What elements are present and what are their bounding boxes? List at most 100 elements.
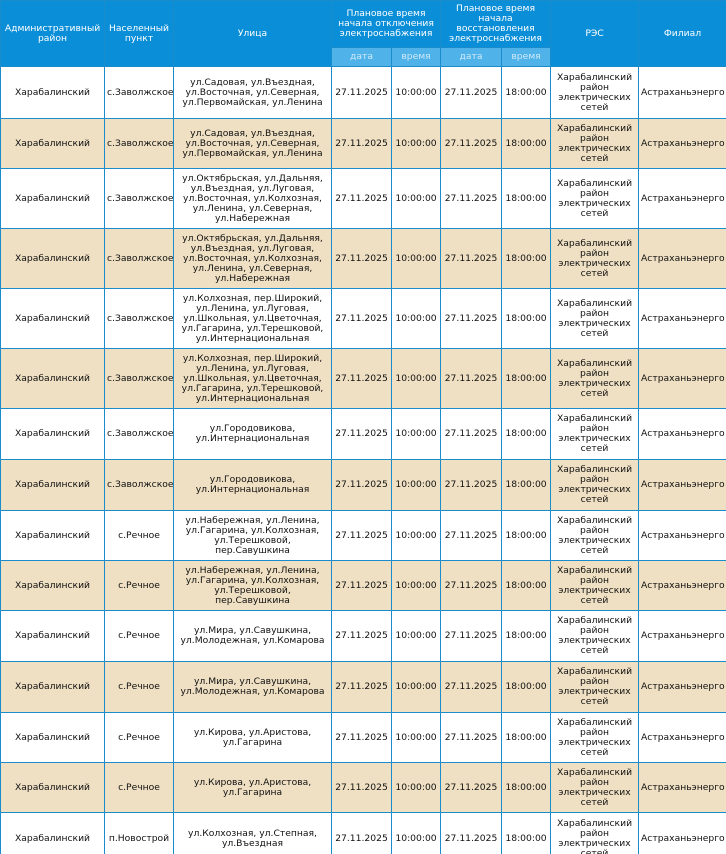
table-row: Харабалинский с.Речное ул.Мира, ул.Савушки… (0, 661, 726, 713)
table-cell: 27.11.2025 (331, 610, 392, 662)
table-cell: Харабалинский (0, 288, 105, 349)
table-cell: Харабалинский район электрических сетей (550, 348, 640, 409)
table-cell: 27.11.2025 (331, 228, 392, 289)
table-row: Харабалинский с.Речное ул.Набережная, ул.Л… (0, 560, 726, 611)
header-cell: Плановое время начала восстановления эле… (440, 0, 552, 48)
table-cell: ул.Октябрьская, ул.Дальняя, ул.Въездная,… (173, 168, 332, 229)
table-cell: 27.11.2025 (440, 459, 503, 511)
table-cell: 27.11.2025 (440, 661, 503, 713)
table-cell: Астраханьэнерго (638, 66, 726, 119)
table-cell: Астраханьэнерго (638, 408, 726, 460)
table-cell: с.Речное (104, 762, 174, 813)
table-cell: 27.11.2025 (331, 168, 392, 229)
table-cell: 10:00:00 (390, 228, 442, 289)
table-cell: ул.Колхозная, пер.Широкий, ул.Ленина, ул… (173, 348, 332, 409)
table-cell: Харабалинский (0, 168, 105, 229)
table-cell: 10:00:00 (390, 66, 442, 119)
table-row: Харабалинский с.Речное ул.Кирова, ул.Арист… (0, 712, 726, 763)
table-cell: Астраханьэнерго (638, 118, 726, 169)
table-cell: 27.11.2025 (331, 560, 392, 611)
table-cell: 27.11.2025 (440, 812, 503, 854)
table-cell: Астраханьэнерго (638, 812, 726, 854)
table-cell: Харабалинский (0, 560, 105, 611)
table-cell: Харабалинский (0, 661, 105, 713)
table-cell: 18:00:00 (501, 408, 552, 460)
table-cell: ул.Мира, ул.Савушкина, ул.Молодежная, ул… (173, 610, 332, 662)
table-row: Харабалинский с.Заволжское ул.Городовикова… (0, 408, 726, 460)
table-cell: 27.11.2025 (440, 288, 503, 349)
table-cell: с.Заволжское (104, 228, 174, 289)
table-cell: Харабалинский район электрических сетей (550, 288, 640, 349)
table-cell: Харабалинский (0, 510, 105, 561)
table-cell: Харабалинский район электрических сетей (550, 560, 640, 611)
table-cell: 18:00:00 (501, 228, 552, 289)
table-cell: ул.Октябрьская, ул.Дальняя, ул.Въездная,… (173, 228, 332, 289)
table-cell: Харабалинский район электрических сетей (550, 510, 640, 561)
table-cell: 10:00:00 (390, 459, 442, 511)
table-cell: 27.11.2025 (331, 459, 392, 511)
table-cell: Астраханьэнерго (638, 168, 726, 229)
table-cell: 10:00:00 (390, 348, 442, 409)
table-cell: с.Заволжское (104, 118, 174, 169)
table-cell: с.Речное (104, 610, 174, 662)
table-row: Харабалинский с.Заволжское ул.Садовая, ул.… (0, 118, 726, 169)
table-cell: Харабалинский район электрических сетей (550, 661, 640, 713)
table-cell: 18:00:00 (501, 510, 552, 561)
table-cell: Астраханьэнерго (638, 712, 726, 763)
table-cell: с.Речное (104, 560, 174, 611)
table-cell: Харабалинский район электрических сетей (550, 228, 640, 289)
table-cell: 27.11.2025 (331, 712, 392, 763)
table-cell: 27.11.2025 (440, 408, 503, 460)
table-cell: Астраханьэнерго (638, 560, 726, 611)
table-cell: ул.Кирова, ул.Аристова, ул.Гагарина (173, 762, 332, 813)
table-cell: 18:00:00 (501, 288, 552, 349)
table-cell: 27.11.2025 (440, 118, 503, 169)
table-row: Харабалинский с.Речное ул.Набережная, ул.Л… (0, 510, 726, 561)
table-cell: ул.Набережная, ул.Ленина, ул.Гагарина, у… (173, 560, 332, 611)
table-cell: Харабалинский район электрических сетей (550, 459, 640, 511)
table-cell: Астраханьэнерго (638, 610, 726, 662)
table-cell: 27.11.2025 (440, 510, 503, 561)
table-cell: 18:00:00 (501, 812, 552, 854)
table-row: Харабалинский с.Речное ул.Кирова, ул.Арист… (0, 762, 726, 813)
table-cell: 10:00:00 (390, 560, 442, 611)
table-body: Харабалинский с.Заволжское ул.Садовая, ул.… (0, 66, 726, 854)
table-cell: Харабалинский (0, 408, 105, 460)
table-cell: 18:00:00 (501, 168, 552, 229)
table-cell: с.Заволжское (104, 66, 174, 119)
table-cell: 18:00:00 (501, 560, 552, 611)
subheader-cell: дата (440, 47, 503, 67)
table-cell: 27.11.2025 (331, 408, 392, 460)
table-cell: ул.Кирова, ул.Аристова, ул.Гагарина (173, 712, 332, 763)
table-cell: Астраханьэнерго (638, 348, 726, 409)
table-cell: 27.11.2025 (440, 228, 503, 289)
table-cell: ул.Садовая, ул.Въездная, ул.Восточная, у… (173, 118, 332, 169)
table-cell: с.Речное (104, 712, 174, 763)
table-cell: 27.11.2025 (440, 560, 503, 611)
table-cell: 27.11.2025 (331, 118, 392, 169)
table-cell: 27.11.2025 (440, 712, 503, 763)
table-cell: Харабалинский (0, 228, 105, 289)
table-cell: Харабалинский район электрических сетей (550, 118, 640, 169)
table-cell: 27.11.2025 (331, 66, 392, 119)
header-cell: Филиал (638, 0, 726, 67)
table-cell: 27.11.2025 (331, 812, 392, 854)
table-cell: Астраханьэнерго (638, 661, 726, 713)
table-header: Административный район Населенный пункт … (0, 0, 726, 67)
table-cell: 18:00:00 (501, 610, 552, 662)
subheader-cell: дата (331, 47, 392, 67)
table-cell: Харабалинский район электрических сетей (550, 610, 640, 662)
table-cell: 18:00:00 (501, 712, 552, 763)
table-cell: Астраханьэнерго (638, 228, 726, 289)
header-cell: Административный район (0, 0, 105, 67)
table-cell: ул.Садовая, ул.Въездная, ул.Восточная, у… (173, 66, 332, 119)
header-cell: РЭС (550, 0, 640, 67)
table-cell: 27.11.2025 (331, 762, 392, 813)
table-cell: Астраханьэнерго (638, 762, 726, 813)
table-cell: 27.11.2025 (440, 168, 503, 229)
table-cell: 18:00:00 (501, 661, 552, 713)
table-cell: 18:00:00 (501, 348, 552, 409)
table-cell: 27.11.2025 (331, 288, 392, 349)
table-cell: Харабалинский район электрических сетей (550, 812, 640, 854)
